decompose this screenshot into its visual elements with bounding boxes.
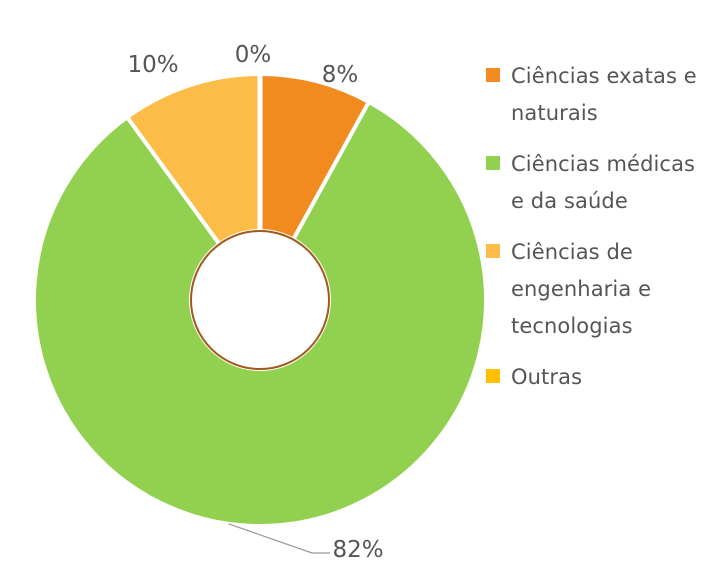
legend-item-outras: Outras [486,359,711,396]
legend-item-ciencias-medicas: Ciências médicas e da saúde [486,146,711,220]
legend-item-ciencias-engenharia: Ciências de engenharia e tecnologias [486,234,711,345]
data-label-ciencias-de-engenharia-e-tecnologias: 10% [127,52,178,78]
leader-line-82 [228,523,330,554]
data-label-ciencias-exatas-e-naturais: 8% [322,62,359,88]
legend-swatch [486,369,500,383]
legend-label: Ciências médicas e da saúde [511,152,696,213]
legend-label: Ciências de engenharia e tecnologias [511,240,652,338]
legend-label: Ciências exatas e naturais [511,64,697,125]
chart-legend: Ciências exatas e naturais Ciências médi… [486,58,711,396]
legend-label: Outras [511,365,583,389]
legend-swatch [486,68,500,82]
data-label-ciencias-medicas-e-da-saude: 82% [332,537,383,563]
data-label-outras: 0% [235,42,272,68]
legend-swatch [486,156,500,170]
legend-swatch [486,244,500,258]
donut-hole [190,230,330,370]
legend-item-ciencias-exatas: Ciências exatas e naturais [486,58,711,132]
